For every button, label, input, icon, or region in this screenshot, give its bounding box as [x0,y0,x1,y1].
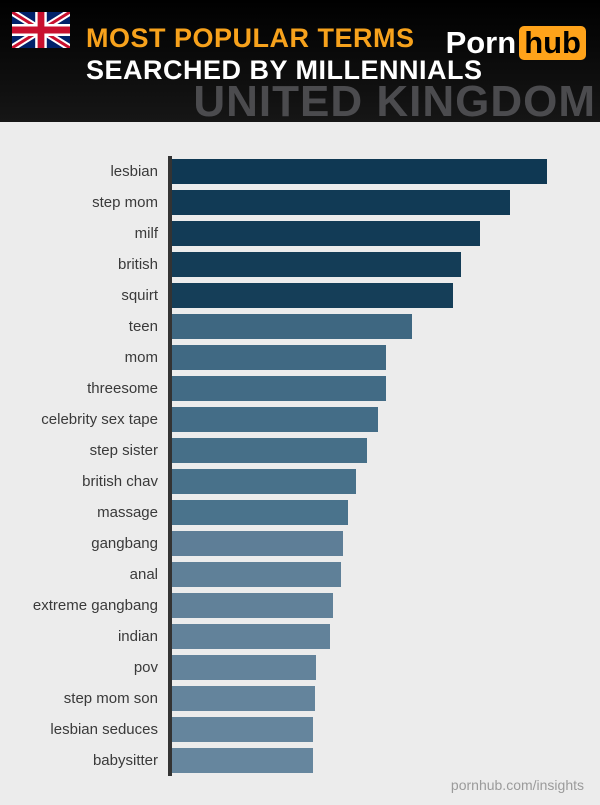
chart-row: threesome [0,373,600,404]
bar-step-mom-son [172,686,315,711]
chart-row: british [0,249,600,280]
chart-row: gangbang [0,528,600,559]
category-label: british [117,256,158,273]
bar-pov [172,655,317,680]
pornhub-logo: Porn hub [446,26,586,60]
bar-track [168,714,547,745]
category-label: british chav [82,473,158,490]
category-label: step mom [92,194,158,211]
chart-row: teen [0,311,600,342]
chart-row: milf [0,218,600,249]
bar-track [168,497,547,528]
category-label: indian [117,628,158,645]
category-label: threesome [87,380,158,397]
bar-track [168,311,547,342]
bar-massage [172,500,349,525]
category-label: anal [129,566,158,583]
bar-track [168,590,547,621]
bar-track [168,342,547,373]
chart-row: lesbian seduces [0,714,600,745]
uk-flag-icon [12,12,70,48]
bar-track [168,621,547,652]
bar-track [168,559,547,590]
category-label: extreme gangbang [32,597,158,614]
chart-row: mom [0,342,600,373]
bar-track [168,683,547,714]
bar-track [168,218,547,249]
bar-celebrity-sex-tape [172,407,379,432]
chart-row: lesbian [0,156,600,187]
bar-extreme-gangbang [172,593,334,618]
bar-teen [172,314,412,339]
title-line-1: MOST POPULAR TERMS [86,23,415,53]
category-label: step sister [89,442,158,459]
bar-british-chav [172,469,356,494]
chart-row: step mom son [0,683,600,714]
bar-threesome [172,376,386,401]
bar-milf [172,221,480,246]
bar-track [168,187,547,218]
category-label: milf [134,225,158,242]
bar-lesbian-seduces [172,717,313,742]
country-watermark: UNITED KINGDOM [193,77,596,126]
bar-track [168,652,547,683]
category-label: celebrity sex tape [41,411,158,428]
chart-row: anal [0,559,600,590]
category-label: teen [128,318,158,335]
category-label: massage [97,504,158,521]
category-label: lesbian [110,163,158,180]
header: MOST POPULAR TERMS SEARCHED BY MILLENNIA… [0,0,600,126]
chart-row: extreme gangbang [0,590,600,621]
bar-chart: lesbian step mom milf british squirt teen mom t… [0,156,600,776]
bar-track [168,745,547,776]
page-title: MOST POPULAR TERMS SEARCHED BY MILLENNIA… [86,22,483,86]
bar-anal [172,562,341,587]
category-label: pov [133,659,158,676]
chart-row: step sister [0,435,600,466]
chart-row: babysitter [0,745,600,776]
bar-track [168,156,547,187]
category-label: squirt [121,287,158,304]
bar-track [168,249,547,280]
source-credit: pornhub.com/insights [450,777,584,793]
bar-gangbang [172,531,343,556]
chart-row: pov [0,652,600,683]
bar-track [168,280,547,311]
chart-row: celebrity sex tape [0,404,600,435]
bar-mom [172,345,386,370]
category-label: lesbian seduces [50,721,158,738]
bar-track [168,528,547,559]
chart-row: indian [0,621,600,652]
bar-track [168,404,547,435]
bar-step-mom [172,190,510,215]
chart-rows: lesbian step mom milf british squirt teen mom t… [0,156,600,776]
bar-track [168,373,547,404]
chart-row: british chav [0,466,600,497]
bar-british [172,252,461,277]
logo-part-hub: hub [519,26,586,60]
bar-lesbian [172,159,547,184]
logo-part-porn: Porn [445,25,517,60]
category-label: gangbang [91,535,158,552]
bar-squirt [172,283,454,308]
bar-babysitter [172,748,313,773]
title-line-2: SEARCHED BY MILLENNIALS [86,55,483,85]
bar-track [168,435,547,466]
bar-track [168,466,547,497]
bar-indian [172,624,330,649]
bar-step-sister [172,438,367,463]
category-label: mom [124,349,158,366]
category-label: babysitter [92,752,158,769]
chart-row: squirt [0,280,600,311]
chart-row: massage [0,497,600,528]
chart-row: step mom [0,187,600,218]
category-label: step mom son [63,690,158,707]
